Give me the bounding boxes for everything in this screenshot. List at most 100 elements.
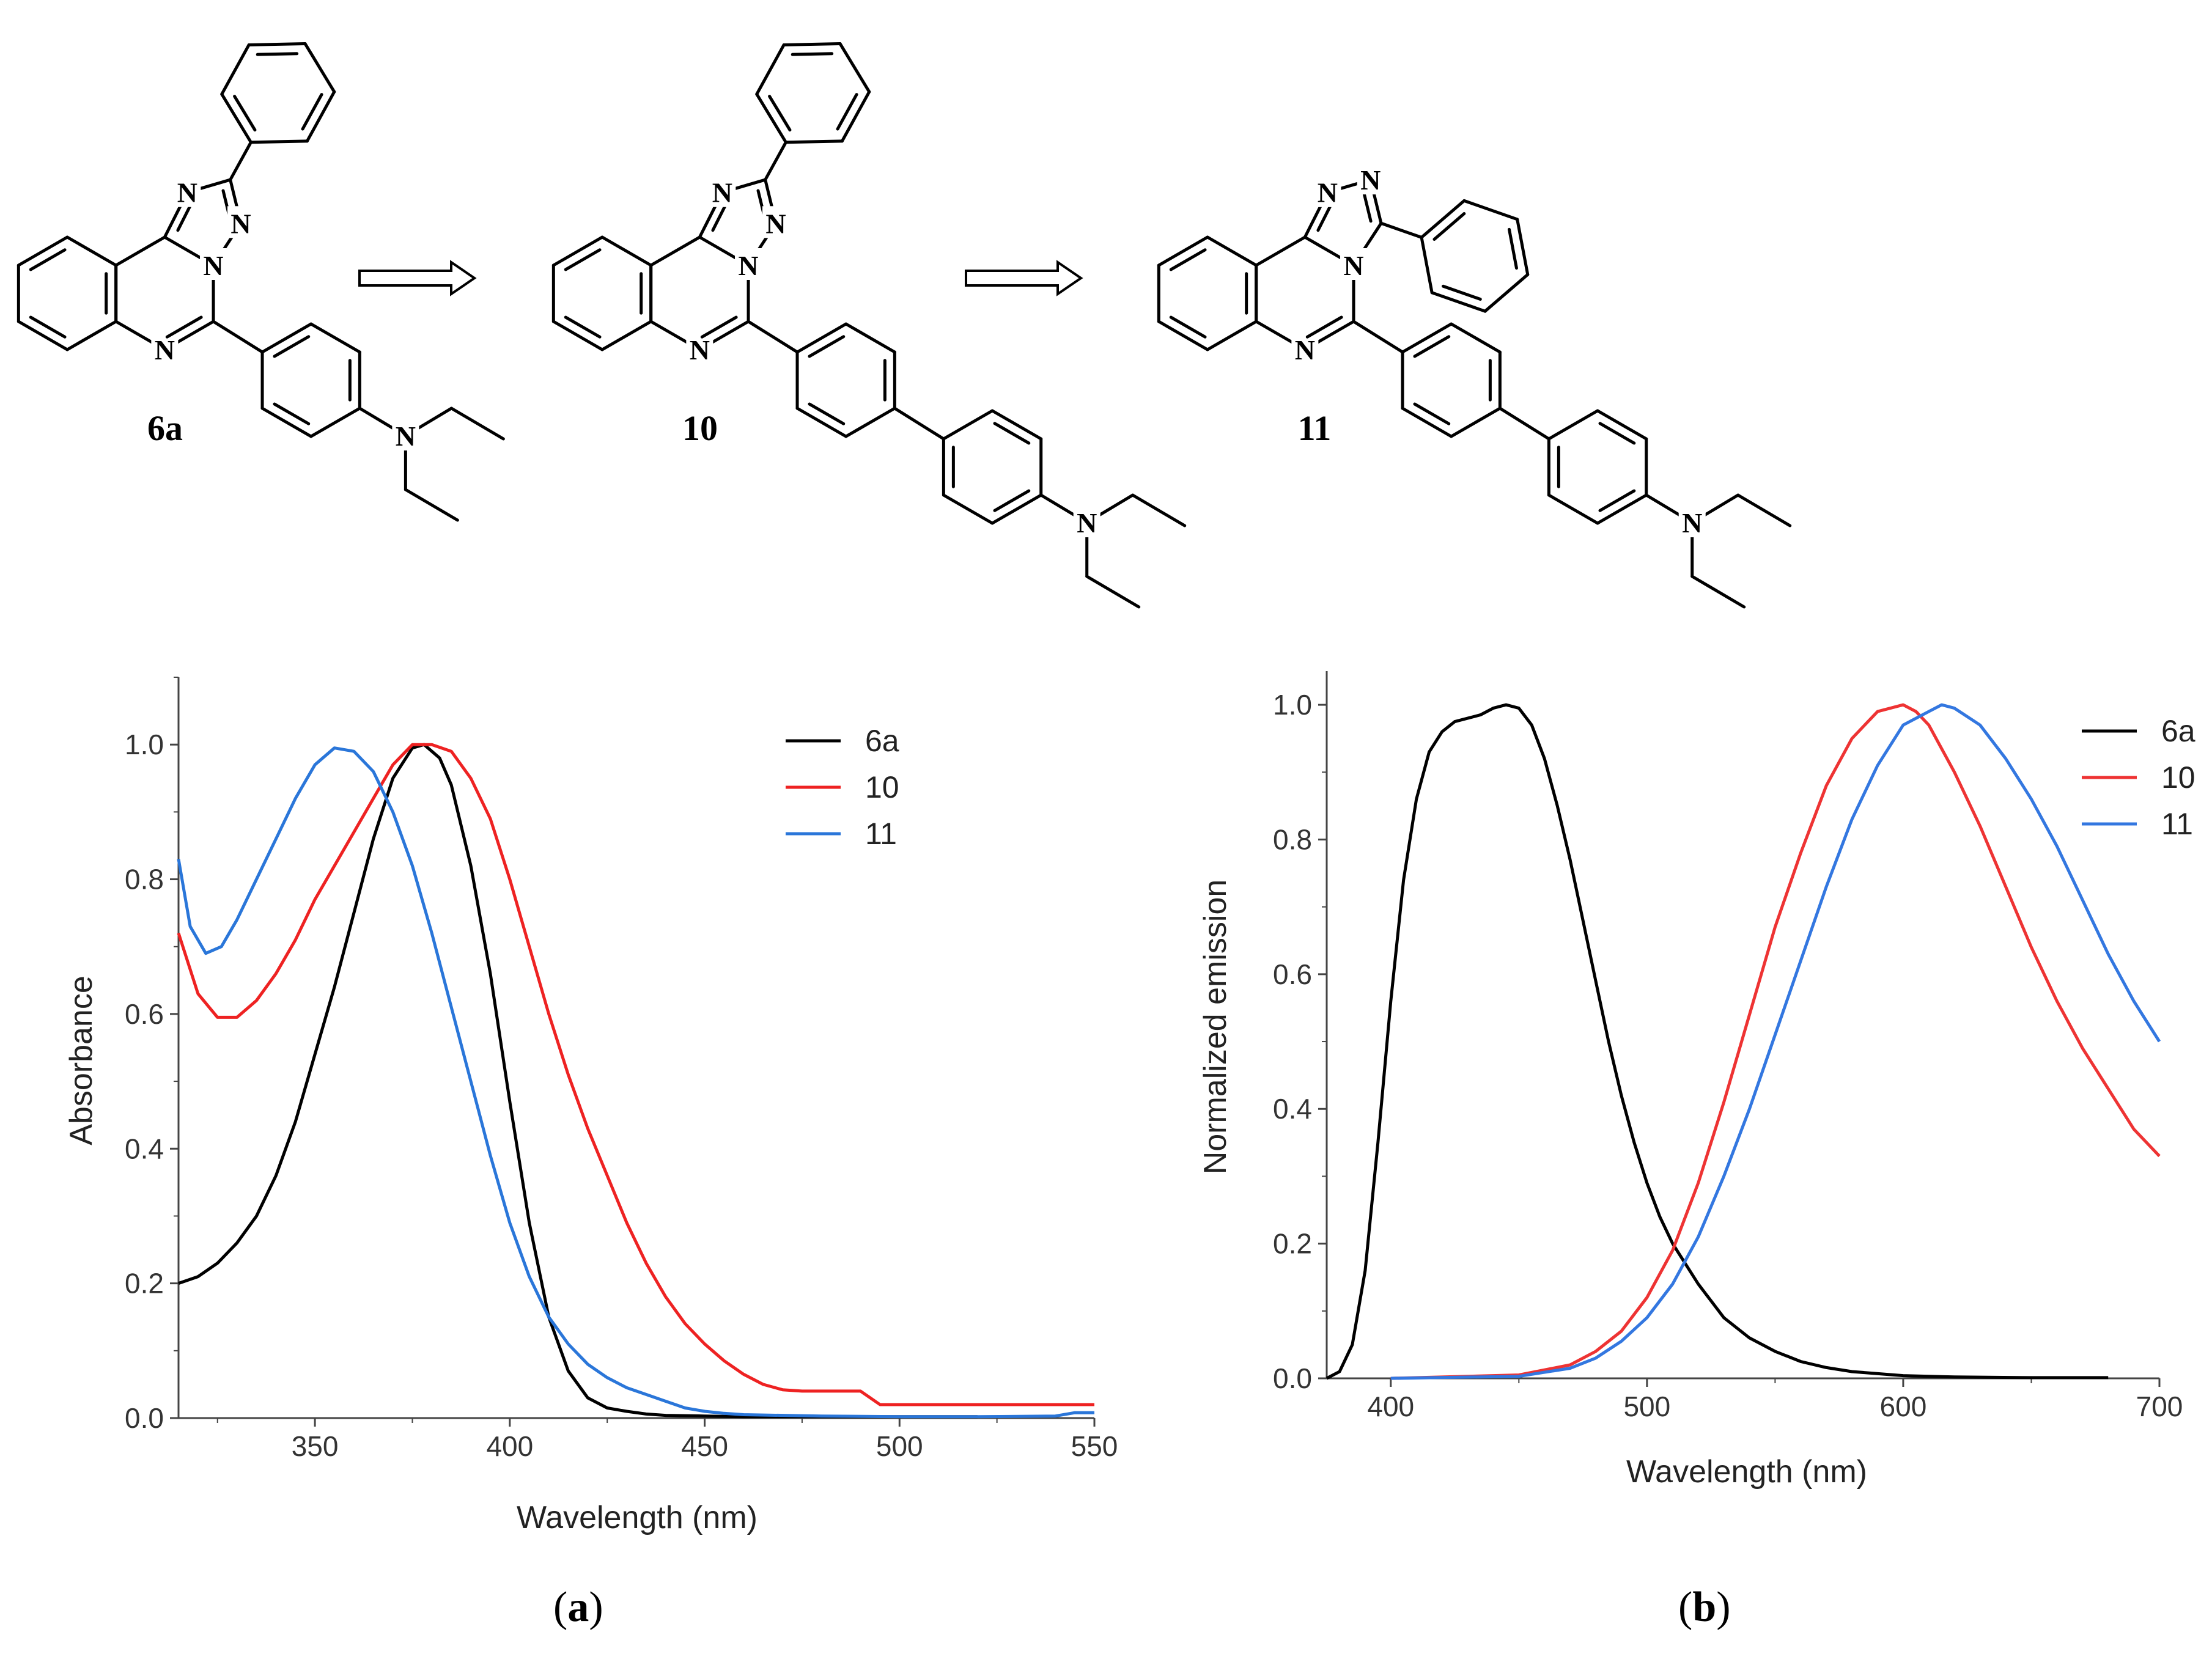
double-bond [836,93,858,131]
phenyl-bond [755,43,786,96]
atom-mask [1291,333,1319,364]
double-bond [1169,315,1207,339]
phenyl-bond [220,92,253,144]
x-tick-label: 550 [1071,1430,1118,1462]
double-bond [1598,489,1636,512]
nitrogen-atom: N [690,334,710,366]
aryl-ring-bond [795,322,848,354]
x-tick-label: 400 [486,1430,533,1462]
atom-mask [227,206,255,238]
phenyl-bond [247,42,307,46]
aryl-ring-bond [1547,409,1599,441]
aryl-ring-bond [1401,406,1453,438]
nitrogen-atom: N [1318,177,1338,208]
panel-label-a: (a) [553,1584,603,1631]
atom-mask [174,175,201,207]
benzo-ring-bond [551,320,604,351]
double-bond [1441,284,1482,301]
double-bond [29,248,67,271]
double-bond [273,335,311,358]
y-tick-label: 0.4 [1273,1093,1312,1125]
aryl-ring-bond [260,322,313,354]
double-bond [165,315,203,339]
phenyl-bond [1483,273,1530,313]
legend-label-10: 10 [865,770,899,804]
double-bond [700,315,738,339]
phenyl-bond [755,92,787,144]
double-bond [273,402,311,425]
atom-mask [151,333,179,364]
bond [1690,575,1746,609]
bond [1085,575,1141,609]
chart-b-legend: 6a 10 11 [2082,714,2195,841]
double-bond [993,422,1031,445]
series-line-11 [177,746,1094,1419]
bond [1498,406,1550,441]
aryl-ring-bond [990,409,1043,441]
series-line-10 [1390,703,2161,1380]
aryl-ring-bond [942,409,994,441]
bond [449,406,505,441]
nitrogen-atom: N [1682,507,1702,538]
aryl-ring-bond [1401,322,1453,354]
y-tick-label: 0.4 [125,1133,164,1164]
bond [404,488,459,522]
compound-label: 11 [1298,408,1332,448]
series-line-10 [177,743,1094,1406]
atom-mask [762,206,790,238]
double-bond [1598,422,1636,445]
double-bond [1169,248,1207,271]
y-tick-label: 0.6 [125,998,164,1030]
aryl-ring-bond [990,493,1043,525]
atom-mask [1678,505,1706,537]
bond [893,406,945,441]
x-tick-label: 700 [2136,1391,2183,1422]
double-bond [1432,212,1466,241]
legend-label-10: 10 [2161,760,2195,795]
nitrogen-atom: N [1295,334,1315,366]
y-tick-label: 0.2 [125,1268,164,1299]
aryl-ring-bond [1596,493,1648,525]
benzo-ring-bond [17,235,69,267]
phenyl-bond [838,42,871,94]
bond [747,320,799,354]
y-tick-label: 1.0 [125,729,164,760]
aryl-ring-bond [1596,409,1648,441]
bond [764,141,787,182]
nitrogen-atom: N [1360,164,1381,196]
reaction-scheme: NNNNN6aNNNNN10NNNNNN11 [17,42,1792,609]
phenyl-bond [1462,199,1519,221]
benzo-ring-bond [65,235,118,267]
chart-b-ylabel: Normalized emission [1198,880,1233,1175]
benzo-ring-bond [600,320,653,351]
double-bond [1362,189,1373,223]
y-tick-label: 0.8 [1273,823,1312,855]
phenyl-bond [1516,218,1530,276]
chart-b-axes: 400 500 600 700 0.0 0.2 0.4 0.6 0.8 1.0 [1273,671,2183,1422]
atom-mask [1073,505,1100,537]
series-line-11 [1390,703,2161,1380]
chart-a-ylabel: Absorbance [64,976,99,1145]
benzo-ring-bond [17,320,69,351]
series-line-6a [1325,703,2109,1380]
compound-label: 10 [682,408,718,448]
x-tick-label: 350 [292,1430,339,1462]
nitrogen-atom: N [1077,507,1097,538]
phenyl-bond [1420,199,1466,239]
arrow-10-to-11 [965,260,1083,296]
double-bond [301,93,323,131]
chart-a-xlabel: Wavelength (nm) [517,1500,758,1535]
phenyl-bond [303,42,336,94]
double-bond [808,402,846,425]
phenyl-bond [784,139,844,144]
chart-b-series [1325,703,2161,1380]
chart-b-xlabel: Wavelength (nm) [1626,1454,1867,1490]
x-tick-label: 400 [1367,1391,1414,1422]
double-bond [993,489,1031,512]
double-bond [29,315,67,339]
legend-label-6a: 6a [865,724,899,758]
double-bond [1413,402,1451,425]
legend-label-11: 11 [2161,807,2193,841]
